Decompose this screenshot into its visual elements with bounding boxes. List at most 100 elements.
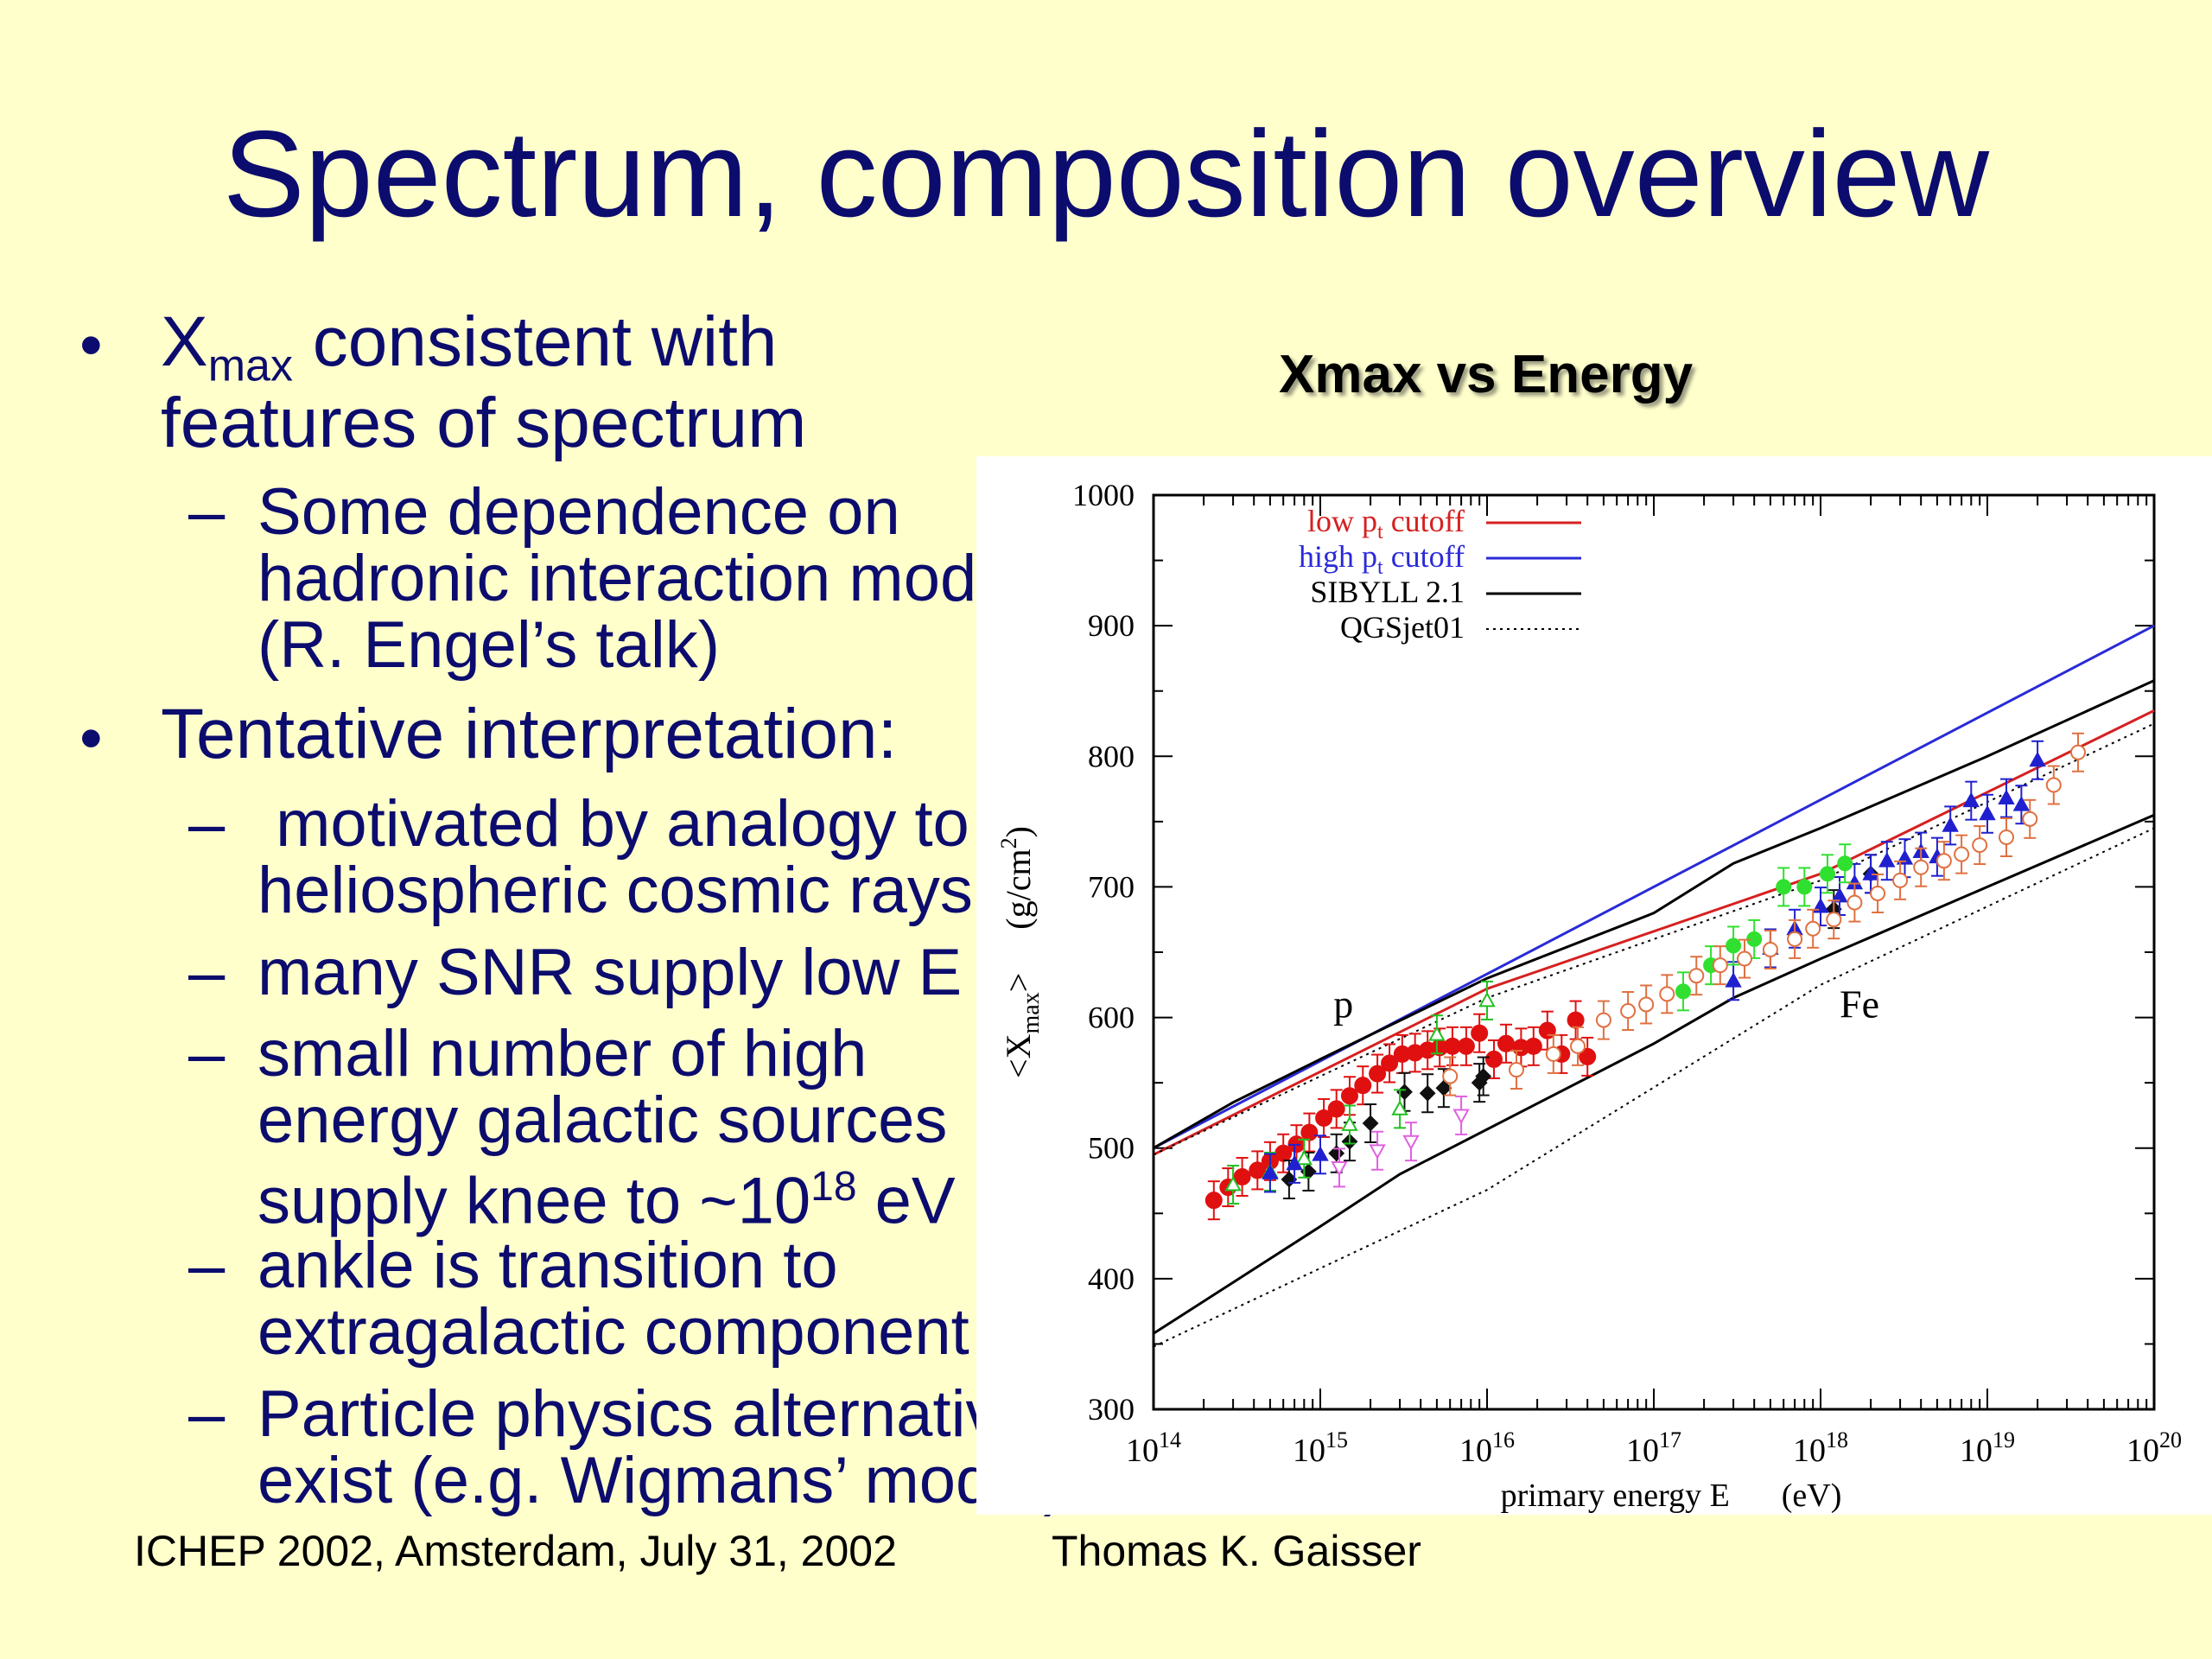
data-point <box>1286 1154 1303 1171</box>
series-line <box>1153 709 2155 1156</box>
data-point <box>1725 972 1742 988</box>
data-point <box>1457 1037 1475 1055</box>
data-point <box>1419 1084 1436 1102</box>
data-point <box>1478 991 1496 1007</box>
data-point <box>1620 1003 1637 1020</box>
y-tick-label: 400 <box>1088 1262 1135 1296</box>
knee-exponent: 18 <box>810 1164 857 1210</box>
knee-text: supply knee to ~10 <box>257 1164 811 1238</box>
sub-bullet-1-line-2: hadronic interaction models <box>257 542 1061 615</box>
series-line <box>1153 813 2155 1335</box>
data-point <box>1508 1062 1524 1078</box>
data-point <box>1979 804 1996 821</box>
data-point <box>1381 1054 1399 1072</box>
series-line <box>1153 624 2155 1150</box>
data-point <box>1998 829 2014 845</box>
data-point <box>1391 1100 1408 1116</box>
data-point <box>1962 791 1980 808</box>
legend-label: high pt cutoff <box>1299 539 1465 579</box>
data-point <box>1567 1011 1585 1029</box>
data-point <box>1796 879 1813 895</box>
data-point <box>1545 1046 1561 1062</box>
data-point <box>1826 912 1842 928</box>
data-point <box>1726 938 1742 954</box>
data-point <box>1837 855 1853 872</box>
sub-bullet-marker: – <box>188 1017 226 1090</box>
y-axis-label: <Xmax>(g/cm2) <box>996 826 1045 1078</box>
data-point <box>1862 865 1879 880</box>
sub-bullet-2-4-line-2: extragalactic component <box>257 1295 969 1369</box>
sub-bullet-marker: – <box>188 936 226 1009</box>
xmax-energy-chart: 300 400 500 600 700 800 900 1000 1014 1015 1016 101… <box>996 478 2182 1514</box>
data-point <box>1913 859 1929 875</box>
data-point <box>1205 1192 1223 1210</box>
x-tick-label: 1017 <box>1626 1427 1681 1469</box>
data-point <box>1224 1175 1242 1192</box>
data-point <box>1354 1077 1372 1095</box>
legend-label: low pt cutoff <box>1307 504 1465 543</box>
y-tick-label: 900 <box>1088 608 1135 643</box>
bullet-2-line-1: Tentative interpretation: <box>161 695 898 773</box>
data-point <box>1497 1034 1515 1052</box>
data-point <box>1936 853 1952 869</box>
curve-annotation: p <box>1333 982 1353 1027</box>
bullet-marker: • <box>79 308 103 382</box>
bullet-list: • Xmax consistent with features of spect… <box>0 0 1068 1659</box>
data-point <box>1595 1012 1611 1028</box>
y-tick-label: 600 <box>1088 1001 1135 1035</box>
data-point <box>1340 1087 1358 1105</box>
sub-bullet-2-3-line-2: energy galactic sources <box>257 1084 948 1157</box>
data-point <box>1331 1160 1348 1177</box>
data-point <box>1315 1109 1333 1127</box>
data-point <box>1570 1038 1586 1054</box>
data-point <box>2022 810 2038 827</box>
data-point <box>1442 1068 1459 1084</box>
x-axis-label: primary energy E (eV) <box>1501 1478 1842 1514</box>
data-point <box>1776 879 1792 895</box>
data-point <box>1452 1109 1470 1124</box>
data-point <box>1579 1047 1597 1065</box>
plot-frame <box>1152 493 2156 1411</box>
data-point <box>1878 852 1896 868</box>
data-point <box>1312 1146 1329 1161</box>
sub-bullet-2-5-line-2: exist (e.g. Wigmans’ model) <box>257 1444 1065 1517</box>
legend-label: SIBYLL 2.1 <box>1310 575 1465 609</box>
bullet-1-line-1: Xmax consistent with <box>161 304 778 404</box>
sub-bullet-2-2-line-1: many SNR supply low E <box>257 936 963 1009</box>
footer-author: Thomas K. Gaisser <box>1052 1527 1421 1575</box>
sub-bullet-2-1-line-1: motivated by analogy to <box>257 787 969 861</box>
sub-bullet-marker: – <box>188 787 226 861</box>
data-point <box>1942 817 1959 832</box>
data-point <box>1712 957 1728 974</box>
data-point <box>2070 744 2087 760</box>
data-point <box>1471 1024 1489 1042</box>
xmax-subscript: max <box>207 340 293 391</box>
data-point <box>1295 1149 1313 1166</box>
bullet-marker: • <box>79 702 103 775</box>
data-point <box>1638 996 1655 1013</box>
data-point <box>1233 1167 1251 1185</box>
data-point <box>1659 986 1675 1002</box>
footer-conference: ICHEP 2002, Amsterdam, July 31, 2002 <box>134 1527 897 1575</box>
series-line <box>1153 827 2155 1348</box>
data-point <box>1675 983 1691 1000</box>
data-point <box>1249 1161 1267 1179</box>
slide-title: Spectrum, composition overview <box>222 105 1990 243</box>
data-point <box>1805 920 1821 937</box>
data-point <box>1737 950 1753 967</box>
data-point <box>1954 846 1970 862</box>
legend-label: QGSjet01 <box>1340 610 1465 645</box>
data-point <box>2045 777 2062 793</box>
curve-annotation: Fe <box>1840 982 1879 1027</box>
sub-bullet-2-4-line-1: ankle is transition to <box>257 1229 838 1302</box>
data-point <box>1362 1115 1379 1132</box>
data-point <box>1787 931 1803 947</box>
sub-bullet-2-1-line-2: heliospheric cosmic rays <box>257 854 973 927</box>
y-tick-label: 800 <box>1088 739 1135 773</box>
y-tick-label: 300 <box>1088 1392 1135 1427</box>
data-point <box>2029 751 2046 767</box>
y-tick-label: 700 <box>1088 869 1135 904</box>
figure-title: Xmax vs Energy <box>1279 345 1694 404</box>
bullet-1-line-1-rest: consistent with <box>292 302 778 381</box>
